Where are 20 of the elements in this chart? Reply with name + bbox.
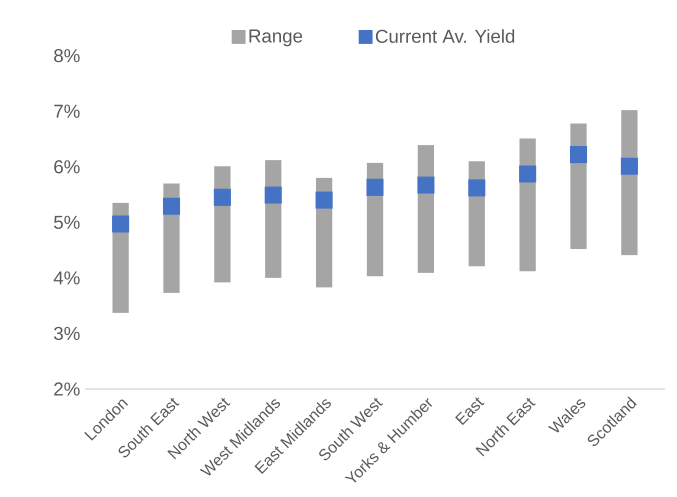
- point: [366, 178, 384, 196]
- point: [316, 192, 333, 209]
- point: [264, 186, 282, 204]
- y-tick-label: 6%: [54, 160, 80, 174]
- point: [214, 188, 231, 206]
- y-tick-label: 7%: [54, 104, 80, 118]
- point: [519, 165, 536, 183]
- y-tick-label: 5%: [54, 216, 80, 229]
- y-tick-label: 8%: [54, 49, 80, 62]
- point: [570, 146, 588, 164]
- point: [162, 198, 180, 215]
- point: [620, 158, 638, 175]
- point: [468, 179, 486, 196]
- point: [112, 215, 130, 233]
- legend-label: Current Av. Yield: [376, 29, 514, 43]
- y-tick-label: 2%: [54, 382, 80, 396]
- y-tick-label: 3%: [54, 326, 80, 340]
- y-tick-label: 4%: [54, 271, 80, 284]
- point: [417, 176, 434, 194]
- legend-label: Range: [249, 30, 302, 46]
